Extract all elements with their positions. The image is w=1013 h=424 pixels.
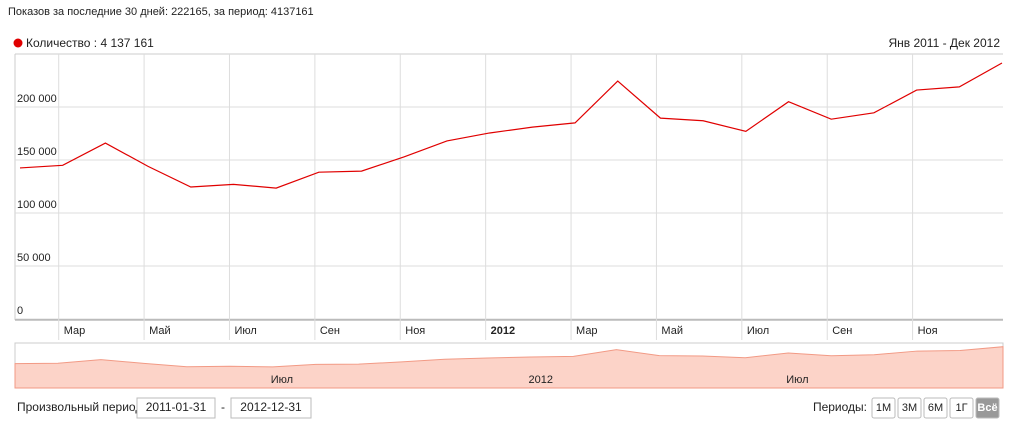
period-button-text: 1М (876, 402, 891, 414)
x-tick-label: 2012 (491, 325, 515, 337)
periods-label: Периоды: (813, 400, 867, 414)
header-text: Показов за последние 30 дней: 222165, за… (8, 6, 314, 18)
y-tick-label: 50 000 (17, 252, 51, 264)
legend-dot (13, 38, 23, 48)
period-button-bg (871, 397, 896, 419)
y-tick-label: 200 000 (17, 93, 57, 105)
period-button[interactable]: 1М (871, 397, 896, 419)
legend-label: Количество : 4 137 161 (26, 36, 154, 50)
x-tick-label: Ноя (918, 325, 938, 337)
period-button-bg (923, 397, 948, 419)
date-range: Янв 2011 - Дек 2012 (888, 36, 1000, 50)
navigator-area (14, 346, 1004, 389)
period-button[interactable]: 3М (897, 397, 922, 419)
period-button[interactable]: 6М (923, 397, 948, 419)
navigator-label: Июл (271, 374, 293, 386)
y-tick-label: 0 (17, 305, 23, 317)
period-button-bg (975, 397, 1000, 419)
period-button-bg (949, 397, 974, 419)
x-tick-label: Мар (64, 325, 86, 337)
x-tick-label: Ноя (405, 325, 425, 337)
x-tick-label: Сен (320, 325, 340, 337)
period-button-text: 3М (902, 402, 917, 414)
x-tick-label: Мар (576, 325, 598, 337)
period-button[interactable]: 1Г (949, 397, 974, 419)
navigator-label: Июл (786, 374, 808, 386)
date-separator: - (221, 400, 225, 414)
x-tick-label: Июл (747, 325, 769, 337)
date-to-text: 2012-12-31 (240, 400, 302, 414)
x-tick-label: Сен (832, 325, 852, 337)
period-button-text: Всё (977, 402, 997, 414)
x-tick-label: Май (149, 325, 171, 337)
date-from-text: 2011-01-31 (146, 400, 207, 414)
range-label: Произвольный период: (17, 400, 146, 414)
period-button[interactable]: Всё (975, 397, 1000, 419)
date-from[interactable]: 2011-01-31 (136, 397, 216, 419)
line (19, 62, 1003, 189)
period-button-text: 1Г (955, 402, 967, 414)
period-button-bg (897, 397, 922, 419)
y-tick-label: 150 000 (17, 146, 57, 158)
x-tick-label: Июл (234, 325, 256, 337)
y-tick-label: 100 000 (17, 199, 57, 211)
period-button-text: 6М (928, 402, 943, 414)
x-tick-label: Май (661, 325, 683, 337)
date-to[interactable]: 2012-12-31 (230, 397, 312, 419)
navigator-label: 2012 (528, 374, 552, 386)
